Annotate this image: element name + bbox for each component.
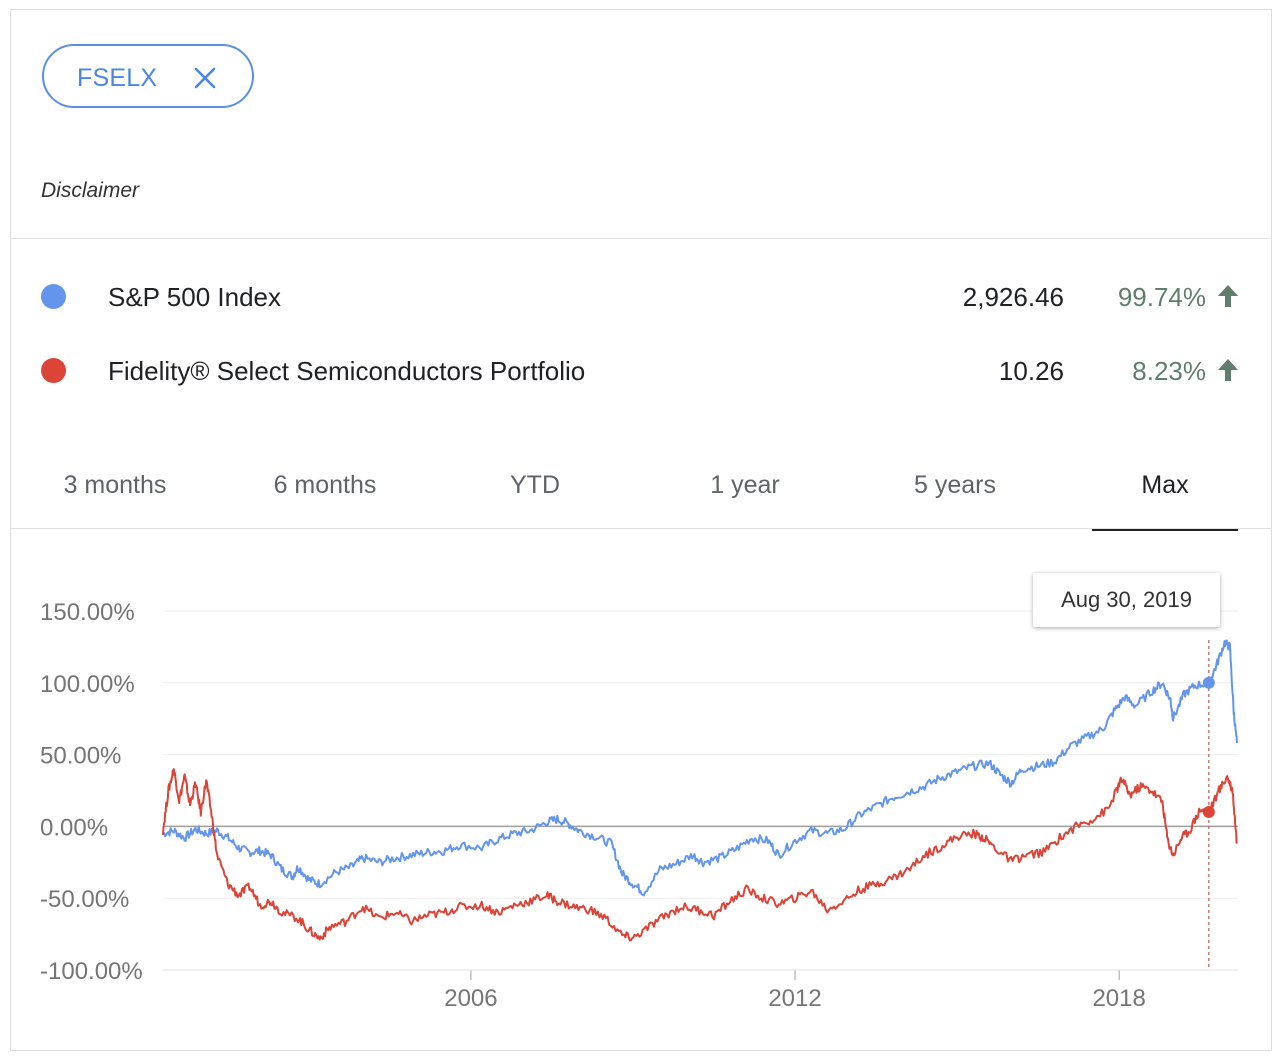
fselx-cursor-marker — [1202, 806, 1215, 819]
date-tooltip: Aug 30, 2019 — [1033, 573, 1220, 627]
tab-3-months[interactable]: 3 months — [63, 471, 167, 499]
arrow-up-icon — [1218, 285, 1238, 307]
x-tick-label: 2006 — [444, 985, 497, 1012]
tab-1-year[interactable]: 1 year — [710, 471, 780, 499]
legend-change: 8.23% — [1132, 356, 1206, 386]
disclaimer-link[interactable]: Disclaimer — [41, 179, 140, 202]
y-tick-label: -50.00% — [40, 886, 129, 913]
divider — [10, 238, 1272, 239]
fselx-series-line — [162, 768, 1238, 942]
y-tick-label: -100.00% — [40, 958, 143, 985]
legend-value: 10.26 — [998, 356, 1064, 386]
legend-name: S&P 500 Index — [108, 282, 281, 312]
legend-value: 2,926.46 — [962, 282, 1064, 312]
y-tick-label: 50.00% — [40, 743, 121, 770]
legend-row-fselx: Fidelity® Select Semiconductors Portfoli… — [10, 351, 1272, 391]
y-tick-label: 0.00% — [40, 814, 108, 841]
sp500-cursor-marker — [1202, 676, 1215, 689]
fselx-filter-chip[interactable]: FSELX — [42, 44, 254, 108]
sp500-color-dot — [41, 284, 66, 309]
arrow-up-icon — [1218, 359, 1238, 381]
tab-5-years[interactable]: 5 years — [914, 471, 996, 499]
legend-row-sp500: S&P 500 Index 2,926.46 99.74% — [10, 277, 1272, 317]
sp500-series-line — [162, 639, 1238, 897]
y-tick-label: 100.00% — [40, 671, 135, 698]
chip-label: FSELX — [77, 64, 158, 92]
divider — [10, 528, 1272, 529]
x-tick-label: 2018 — [1092, 985, 1145, 1012]
tab-ytd[interactable]: YTD — [510, 471, 560, 499]
tab-max[interactable]: Max — [1092, 461, 1238, 531]
range-tabs: 3 months 6 months YTD 1 year 5 years Max — [0, 461, 1286, 531]
card — [10, 9, 1272, 1051]
y-tick-label: 150.00% — [40, 599, 135, 626]
close-icon[interactable] — [194, 67, 216, 89]
tab-6-months[interactable]: 6 months — [273, 471, 377, 499]
legend-name: Fidelity® Select Semiconductors Portfoli… — [108, 356, 586, 386]
fselx-color-dot — [41, 358, 66, 383]
x-tick-label: 2012 — [768, 985, 821, 1012]
legend-change: 99.74% — [1117, 282, 1206, 312]
